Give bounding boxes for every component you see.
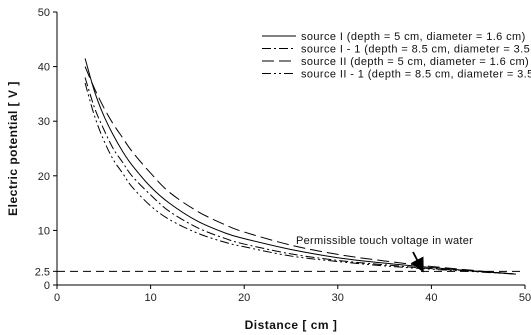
legend-item: source II - 1 (depth = 8.5 cm, diameter … bbox=[262, 69, 531, 81]
series-line-3 bbox=[84, 66, 516, 275]
legend-item: source I (depth = 5 cm, diameter = 1.6 c… bbox=[262, 31, 526, 43]
y-tick-label: 50 bbox=[38, 7, 50, 19]
x-tick-label: 0 bbox=[54, 292, 60, 304]
axes-layer: 0 10 20 30 40 50 0 2.5 10 20 30 40 50 bbox=[35, 7, 531, 304]
y-tick-label: 2.5 bbox=[35, 266, 50, 278]
series-line-1 bbox=[84, 58, 516, 275]
legend-label: source I (depth = 5 cm, diameter = 1.6 c… bbox=[301, 31, 526, 43]
y-tick-label: 0 bbox=[44, 280, 50, 292]
legend-item: source II (depth = 5 cm, diameter = 1.6 … bbox=[262, 56, 529, 68]
annotation-layer: Permissible touch voltage in water bbox=[296, 235, 473, 273]
x-tick-label: 10 bbox=[144, 292, 156, 304]
y-tick-label: 10 bbox=[38, 225, 50, 237]
x-axis-title: Distance [ cm ] bbox=[245, 318, 338, 332]
series-layer bbox=[84, 58, 516, 275]
legend-item: source I - 1 (depth = 8.5 cm, diameter =… bbox=[262, 44, 531, 56]
series-line-2 bbox=[84, 77, 516, 275]
y-tick-label: 40 bbox=[38, 62, 50, 74]
x-tick-label: 20 bbox=[238, 292, 250, 304]
legend-label: source II - 1 (depth = 8.5 cm, diameter … bbox=[301, 69, 531, 81]
annotation-label: Permissible touch voltage in water bbox=[296, 235, 473, 247]
annotation-arrow bbox=[410, 251, 424, 273]
legend-label: source II (depth = 5 cm, diameter = 1.6 … bbox=[301, 56, 529, 68]
y-axis-title: Electric potential [ V ] bbox=[6, 81, 20, 216]
y-tick-label: 20 bbox=[38, 171, 50, 183]
series-line-4 bbox=[84, 82, 516, 275]
x-tick-label: 40 bbox=[425, 292, 437, 304]
x-tick-label: 30 bbox=[332, 292, 344, 304]
y-tick-label: 30 bbox=[38, 116, 50, 128]
x-tick-label: 50 bbox=[519, 292, 531, 304]
legend: source I (depth = 5 cm, diameter = 1.6 c… bbox=[262, 31, 531, 81]
legend-label: source I - 1 (depth = 8.5 cm, diameter =… bbox=[301, 44, 531, 56]
